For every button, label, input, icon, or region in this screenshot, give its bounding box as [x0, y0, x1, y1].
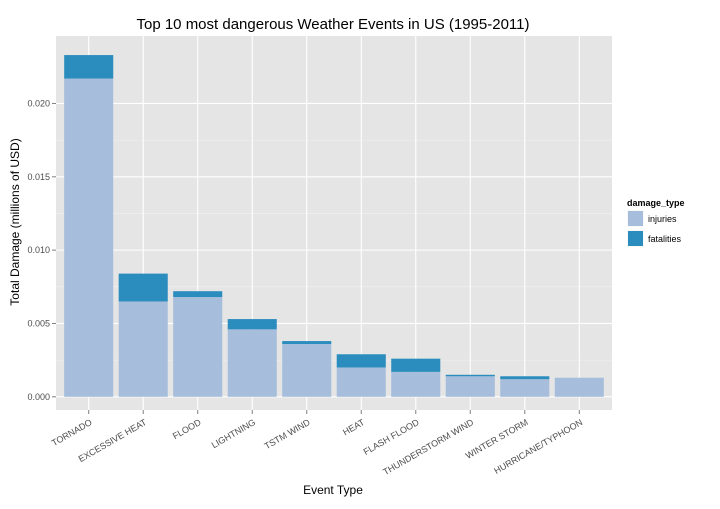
x-tick-label: LIGHTNING	[210, 417, 257, 450]
x-tick-label: HURRICANE/TYPHOON	[492, 417, 584, 476]
bar-fatalities	[336, 354, 386, 368]
legend-title: damage_type	[627, 198, 685, 208]
y-tick-label: 0.000	[27, 392, 50, 402]
y-tick-label: 0.005	[27, 318, 50, 328]
y-axis-label: Total Damage (millions of USD)	[8, 138, 22, 305]
legend-swatch-injuries	[628, 211, 643, 226]
bar-injuries	[554, 377, 604, 397]
bar-fatalities	[282, 341, 332, 344]
bar-injuries	[391, 371, 441, 397]
legend: damage_type injuries fatalities	[626, 198, 685, 248]
bar-fatalities	[118, 273, 168, 302]
bar-fatalities	[391, 358, 441, 372]
bar-injuries	[282, 344, 332, 397]
bar-fatalities	[227, 319, 277, 330]
x-tick-label: TSTM WIND	[263, 417, 313, 451]
bar-injuries	[64, 78, 114, 397]
legend-swatch-fatalities	[628, 231, 643, 246]
bar-injuries	[445, 376, 495, 397]
y-tick-label: 0.015	[27, 172, 50, 182]
bar-injuries	[118, 301, 168, 397]
x-axis-label: Event Type	[303, 483, 363, 497]
chart-title: Top 10 most dangerous Weather Events in …	[136, 16, 529, 33]
plot-area	[56, 36, 612, 410]
bar-injuries	[336, 367, 386, 397]
legend-label-fatalities: fatalities	[648, 234, 682, 244]
y-axis: 0.000 0.005 0.010 0.015 0.020	[27, 98, 56, 402]
bar-fatalities	[445, 374, 495, 377]
x-tick-label: FLOOD	[171, 417, 203, 441]
bar-fatalities	[173, 291, 223, 298]
bar-injuries	[227, 329, 277, 397]
y-tick-label: 0.010	[27, 245, 50, 255]
bar-injuries	[173, 297, 223, 397]
legend-label-injuries: injuries	[648, 214, 677, 224]
y-tick-label: 0.020	[27, 98, 50, 108]
bar-fatalities	[64, 55, 114, 79]
x-tick-label: TORNADO	[50, 417, 94, 448]
bar-injuries	[500, 379, 550, 397]
x-tick-label: HEAT	[341, 417, 367, 438]
x-tick-label: THUNDERSTORM WIND	[381, 417, 475, 477]
bar-fatalities	[500, 376, 550, 380]
